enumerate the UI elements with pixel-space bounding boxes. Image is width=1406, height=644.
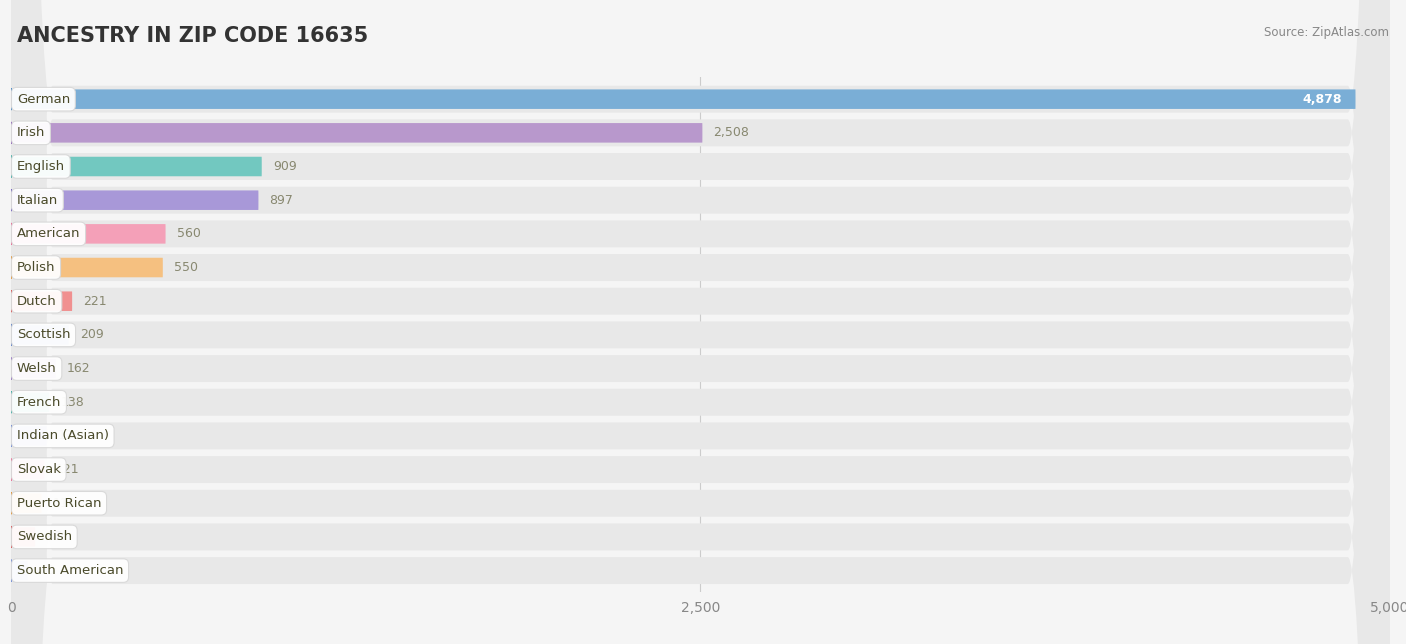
FancyBboxPatch shape	[11, 392, 49, 412]
FancyBboxPatch shape	[11, 0, 1389, 644]
FancyBboxPatch shape	[11, 561, 28, 580]
Text: Source: ZipAtlas.com: Source: ZipAtlas.com	[1264, 26, 1389, 39]
FancyBboxPatch shape	[11, 0, 1389, 644]
Text: 110: 110	[52, 497, 76, 510]
Text: American: American	[17, 227, 80, 240]
Text: 138: 138	[60, 395, 84, 409]
FancyBboxPatch shape	[11, 325, 69, 345]
FancyBboxPatch shape	[11, 0, 1389, 644]
FancyBboxPatch shape	[11, 224, 166, 243]
FancyBboxPatch shape	[11, 0, 1389, 644]
Text: Swedish: Swedish	[17, 531, 72, 544]
Text: Dutch: Dutch	[17, 295, 56, 308]
FancyBboxPatch shape	[11, 0, 1389, 644]
Text: Italian: Italian	[17, 194, 58, 207]
FancyBboxPatch shape	[11, 191, 259, 210]
FancyBboxPatch shape	[11, 0, 1389, 644]
FancyBboxPatch shape	[11, 0, 1389, 644]
Text: German: German	[17, 93, 70, 106]
Text: South American: South American	[17, 564, 124, 577]
FancyBboxPatch shape	[11, 156, 262, 176]
FancyBboxPatch shape	[11, 0, 1389, 644]
Text: 221: 221	[83, 295, 107, 308]
Text: ANCESTRY IN ZIP CODE 16635: ANCESTRY IN ZIP CODE 16635	[17, 26, 368, 46]
FancyBboxPatch shape	[11, 0, 1389, 644]
FancyBboxPatch shape	[11, 0, 1389, 644]
Text: 121: 121	[56, 463, 79, 476]
FancyBboxPatch shape	[11, 0, 1389, 644]
FancyBboxPatch shape	[11, 493, 42, 513]
Text: Polish: Polish	[17, 261, 55, 274]
Text: Slovak: Slovak	[17, 463, 60, 476]
Text: 2,508: 2,508	[713, 126, 749, 139]
Text: French: French	[17, 395, 62, 409]
FancyBboxPatch shape	[11, 90, 1355, 109]
Text: Indian (Asian): Indian (Asian)	[17, 430, 108, 442]
FancyBboxPatch shape	[11, 426, 46, 446]
Text: Welsh: Welsh	[17, 362, 56, 375]
FancyBboxPatch shape	[11, 0, 1389, 644]
Text: Puerto Rican: Puerto Rican	[17, 497, 101, 510]
FancyBboxPatch shape	[11, 359, 56, 378]
FancyBboxPatch shape	[11, 460, 45, 479]
FancyBboxPatch shape	[11, 0, 1389, 644]
Text: 87: 87	[46, 531, 62, 544]
Text: 897: 897	[270, 194, 294, 207]
Text: 560: 560	[177, 227, 201, 240]
FancyBboxPatch shape	[11, 0, 1389, 644]
Text: 550: 550	[174, 261, 198, 274]
Text: 909: 909	[273, 160, 297, 173]
Text: Scottish: Scottish	[17, 328, 70, 341]
Text: English: English	[17, 160, 65, 173]
Text: 60: 60	[39, 564, 55, 577]
FancyBboxPatch shape	[11, 258, 163, 278]
Text: 4,878: 4,878	[1302, 93, 1341, 106]
FancyBboxPatch shape	[11, 123, 703, 142]
Text: 129: 129	[58, 430, 82, 442]
FancyBboxPatch shape	[11, 0, 1389, 644]
Text: 209: 209	[80, 328, 104, 341]
Text: Irish: Irish	[17, 126, 45, 139]
FancyBboxPatch shape	[11, 292, 72, 311]
Text: 162: 162	[67, 362, 90, 375]
FancyBboxPatch shape	[11, 527, 35, 547]
